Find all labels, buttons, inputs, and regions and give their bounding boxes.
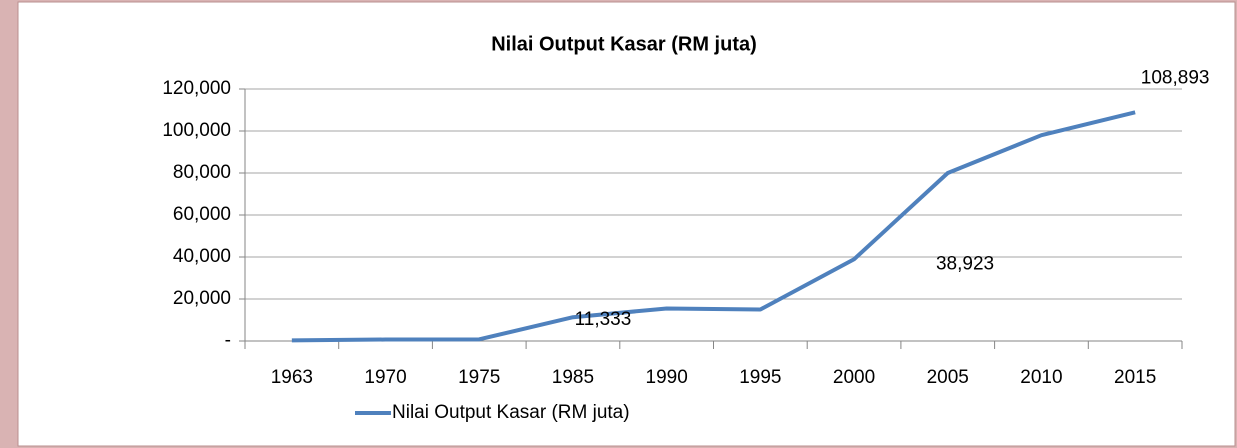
x-tick-label: 1975 (458, 367, 500, 388)
y-tick-label: - (225, 330, 231, 351)
y-tick-label: 60,000 (173, 204, 231, 225)
chart-area (17, 1, 1236, 447)
data-label: 108,893 (1141, 67, 1210, 88)
y-tick-label: 100,000 (162, 120, 231, 141)
x-tick-label: 1985 (552, 367, 594, 388)
y-tick-label: 20,000 (173, 288, 231, 309)
data-label: 38,923 (936, 253, 994, 274)
chart-title: Nilai Output Kasar (RM juta) (491, 33, 757, 55)
x-tick-label: 2005 (927, 367, 969, 388)
x-tick-label: 1990 (646, 367, 688, 388)
x-tick-label: 2000 (833, 367, 875, 388)
legend-label: Nilai Output Kasar (RM juta) (392, 402, 630, 423)
data-label: 11,333 (575, 309, 632, 330)
data-line (291, 110, 1136, 343)
x-tick-label: 2010 (1020, 367, 1062, 388)
y-tick-label: 80,000 (173, 162, 231, 183)
y-tick-label: 40,000 (173, 246, 231, 267)
y-tick-label: 120,000 (162, 78, 231, 99)
x-tick-label: 1970 (364, 367, 406, 388)
x-tick-label: 2015 (1114, 367, 1156, 388)
x-tick-label: 1995 (739, 367, 781, 388)
x-tick-label: 1963 (271, 367, 313, 388)
